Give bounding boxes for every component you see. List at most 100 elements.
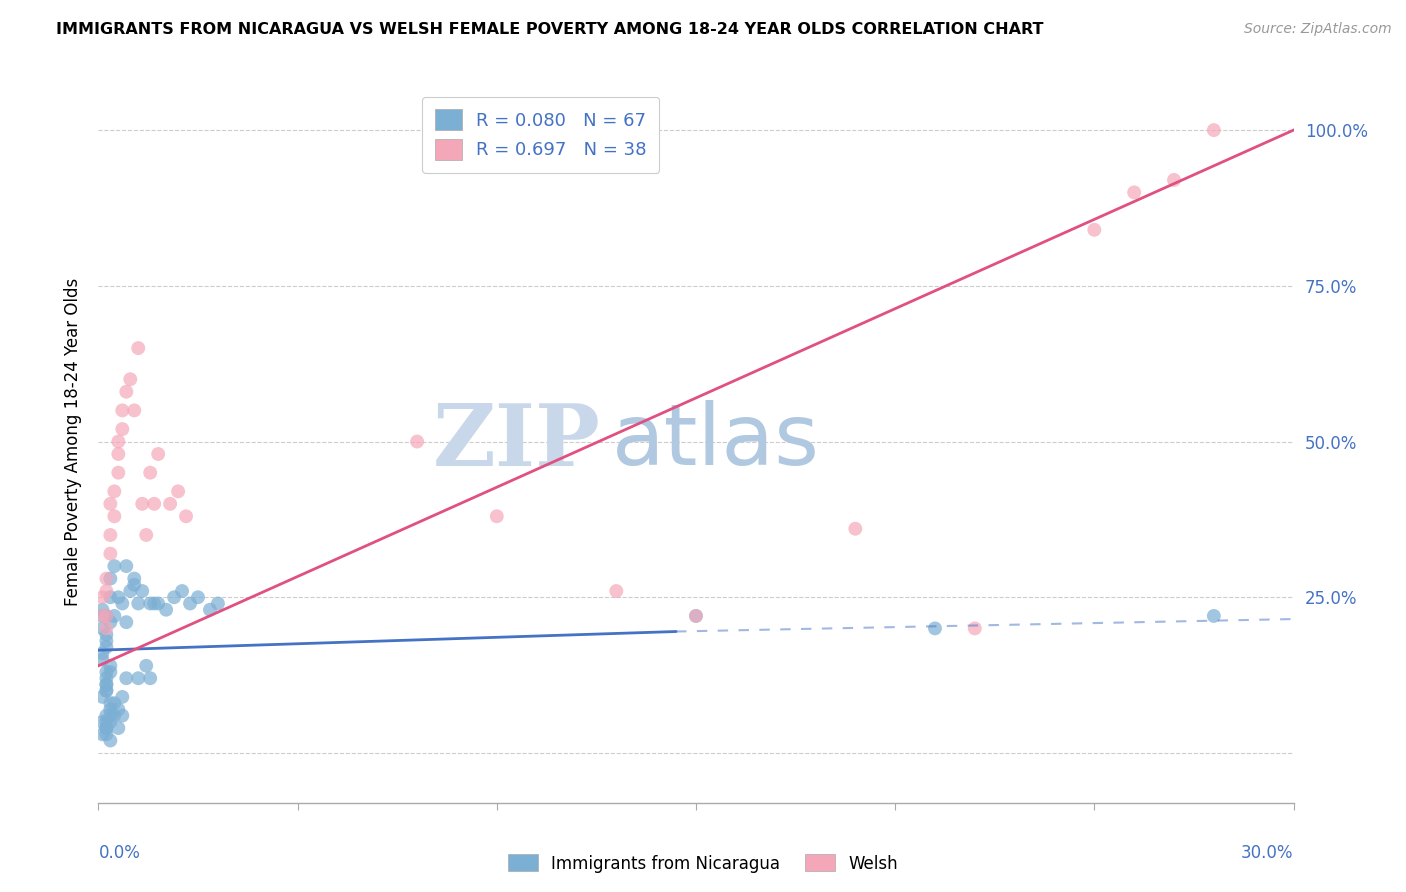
Point bbox=[135, 528, 157, 542]
Point bbox=[96, 727, 118, 741]
Point bbox=[96, 683, 118, 698]
Point bbox=[124, 403, 146, 417]
Legend: Immigrants from Nicaragua, Welsh: Immigrants from Nicaragua, Welsh bbox=[501, 847, 905, 880]
Point bbox=[98, 528, 122, 542]
Point bbox=[115, 384, 138, 399]
Point bbox=[96, 609, 118, 624]
Point bbox=[98, 665, 122, 679]
Point bbox=[139, 671, 162, 685]
Point bbox=[115, 671, 138, 685]
Point bbox=[685, 609, 707, 624]
Point bbox=[963, 621, 986, 635]
Point bbox=[172, 584, 194, 599]
Point bbox=[148, 447, 170, 461]
Point bbox=[131, 497, 153, 511]
Point bbox=[107, 702, 129, 716]
Point bbox=[1202, 123, 1225, 137]
Text: Source: ZipAtlas.com: Source: ZipAtlas.com bbox=[1244, 22, 1392, 37]
Point bbox=[1202, 609, 1225, 624]
Point bbox=[96, 708, 118, 723]
Point bbox=[1123, 186, 1146, 200]
Point bbox=[103, 509, 125, 524]
Text: 30.0%: 30.0% bbox=[1241, 845, 1294, 863]
Point bbox=[103, 559, 125, 574]
Point bbox=[96, 621, 118, 635]
Text: 0.0%: 0.0% bbox=[98, 845, 141, 863]
Legend: R = 0.080   N = 67, R = 0.697   N = 38: R = 0.080 N = 67, R = 0.697 N = 38 bbox=[422, 96, 659, 172]
Point bbox=[159, 497, 181, 511]
Point bbox=[96, 584, 118, 599]
Point bbox=[98, 497, 122, 511]
Point bbox=[98, 547, 122, 561]
Point bbox=[98, 658, 122, 673]
Point bbox=[131, 584, 153, 599]
Point bbox=[124, 572, 146, 586]
Point bbox=[98, 714, 122, 729]
Point bbox=[924, 621, 946, 635]
Point bbox=[111, 690, 134, 704]
Point bbox=[96, 627, 118, 641]
Point bbox=[91, 727, 114, 741]
Point bbox=[91, 609, 114, 624]
Point bbox=[96, 640, 118, 654]
Point bbox=[107, 447, 129, 461]
Point bbox=[163, 591, 186, 605]
Point bbox=[96, 721, 118, 735]
Point bbox=[111, 708, 134, 723]
Point bbox=[96, 721, 118, 735]
Point bbox=[107, 466, 129, 480]
Point bbox=[96, 633, 118, 648]
Point bbox=[91, 609, 114, 624]
Point bbox=[96, 714, 118, 729]
Point bbox=[107, 591, 129, 605]
Point bbox=[485, 509, 508, 524]
Point bbox=[120, 584, 142, 599]
Point bbox=[155, 603, 177, 617]
Point bbox=[103, 484, 125, 499]
Point bbox=[127, 597, 149, 611]
Point bbox=[844, 522, 866, 536]
Point bbox=[91, 714, 114, 729]
Point bbox=[91, 621, 114, 635]
Point bbox=[187, 591, 209, 605]
Point bbox=[127, 341, 149, 355]
Point bbox=[685, 609, 707, 624]
Point bbox=[98, 733, 122, 747]
Point bbox=[98, 696, 122, 710]
Point bbox=[96, 665, 118, 679]
Point bbox=[115, 559, 138, 574]
Point bbox=[98, 591, 122, 605]
Point bbox=[207, 597, 229, 611]
Point bbox=[179, 597, 201, 611]
Point bbox=[111, 422, 134, 436]
Point bbox=[135, 658, 157, 673]
Point bbox=[98, 572, 122, 586]
Point bbox=[174, 509, 197, 524]
Point bbox=[107, 434, 129, 449]
Text: ZIP: ZIP bbox=[433, 400, 600, 483]
Point bbox=[139, 466, 162, 480]
Point bbox=[96, 677, 118, 691]
Point bbox=[148, 597, 170, 611]
Point bbox=[91, 690, 114, 704]
Point bbox=[1083, 223, 1105, 237]
Point bbox=[406, 434, 429, 449]
Point bbox=[143, 497, 166, 511]
Point bbox=[127, 671, 149, 685]
Point bbox=[124, 578, 146, 592]
Point bbox=[103, 696, 125, 710]
Point bbox=[111, 403, 134, 417]
Point bbox=[91, 646, 114, 660]
Point bbox=[98, 702, 122, 716]
Point bbox=[91, 603, 114, 617]
Point bbox=[120, 372, 142, 386]
Point bbox=[96, 609, 118, 624]
Point bbox=[103, 609, 125, 624]
Point bbox=[143, 597, 166, 611]
Point bbox=[115, 615, 138, 630]
Y-axis label: Female Poverty Among 18-24 Year Olds: Female Poverty Among 18-24 Year Olds bbox=[63, 277, 82, 606]
Point bbox=[98, 615, 122, 630]
Point bbox=[96, 683, 118, 698]
Point bbox=[167, 484, 190, 499]
Point bbox=[96, 671, 118, 685]
